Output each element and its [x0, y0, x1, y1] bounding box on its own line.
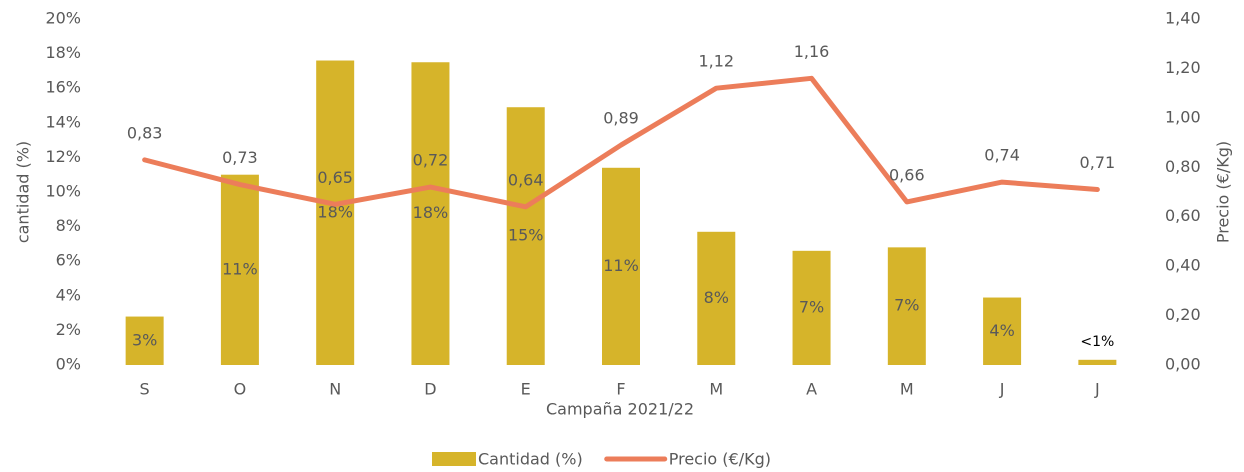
bar-value-label: 4%: [989, 321, 1014, 340]
line-value-label: 0,71: [1080, 153, 1116, 172]
bar-value-label: 3%: [132, 330, 157, 349]
line-value-label: 0,74: [984, 146, 1020, 165]
bar: [887, 247, 926, 365]
line-value-label: 1,12: [698, 52, 734, 71]
bar: [602, 167, 640, 365]
x-tick-label: A: [806, 380, 817, 399]
bar: [125, 316, 164, 365]
bar: [792, 250, 831, 365]
y2-tick-label: 0,60: [1165, 206, 1201, 225]
bar-value-label: 11%: [603, 256, 639, 275]
y-tick-label: 8%: [56, 216, 81, 235]
bar-value-label: <1%: [1080, 334, 1114, 350]
x-tick-label: M: [900, 380, 914, 399]
x-tick-label: O: [234, 380, 247, 399]
legend-swatch: [432, 452, 476, 466]
x-tick-label: D: [424, 380, 436, 399]
y2-axis-label: Precio (€/Kg): [1214, 141, 1233, 243]
bar-value-label: 7%: [894, 296, 919, 315]
line-value-label: 0,66: [889, 165, 925, 184]
bar-value-label: 8%: [704, 288, 729, 307]
bar: [983, 297, 1022, 365]
y2-tick-label: 1,20: [1165, 58, 1201, 77]
y-tick-label: 6%: [56, 251, 81, 270]
bar-value-label: 18%: [317, 202, 353, 221]
bar: [411, 62, 450, 365]
y-axis-label: cantidad (%): [14, 141, 33, 243]
bar-value-label: 7%: [799, 297, 824, 316]
bar: [506, 107, 545, 365]
x-tick-label: N: [329, 380, 341, 399]
line-value-label: 0,72: [413, 151, 449, 170]
line-value-label: 0,89: [603, 109, 639, 128]
y-tick-label: 14%: [45, 112, 81, 131]
x-tick-label: M: [709, 380, 723, 399]
bar-value-label: 11%: [222, 259, 258, 278]
y-tick-label: 18%: [45, 43, 81, 62]
bar: [697, 231, 736, 365]
bar: [220, 174, 259, 365]
line-value-label: 1,16: [794, 42, 830, 61]
y2-tick-label: 0,20: [1165, 305, 1201, 324]
legend-label: Precio (€/Kg): [669, 450, 771, 469]
y-tick-label: 4%: [56, 285, 81, 304]
x-axis-label: Campaña 2021/22: [546, 400, 694, 419]
line-value-label: 0,83: [127, 123, 163, 142]
x-tick-label: J: [999, 380, 1005, 399]
y2-tick-label: 0,80: [1165, 157, 1201, 176]
line-value-label: 0,65: [317, 168, 353, 187]
x-tick-label: S: [140, 380, 150, 399]
y-tick-label: 2%: [56, 320, 81, 339]
y-tick-label: 10%: [45, 182, 81, 201]
y-tick-label: 20%: [45, 9, 81, 28]
y-tick-label: 0%: [56, 355, 81, 374]
legend-label: Cantidad (%): [478, 450, 583, 469]
x-tick-label: F: [616, 380, 625, 399]
y-tick-label: 12%: [45, 147, 81, 166]
line: [142, 75, 1100, 210]
bar: [1078, 359, 1117, 365]
y-tick-label: 16%: [45, 78, 81, 97]
y2-tick-label: 1,00: [1165, 107, 1201, 126]
y2-tick-label: 0,00: [1165, 355, 1201, 374]
bar-value-label: 15%: [508, 226, 544, 245]
x-tick-label: E: [521, 380, 531, 399]
bar-value-label: 18%: [413, 203, 449, 222]
line-value-label: 0,73: [222, 148, 258, 167]
y2-tick-label: 1,40: [1165, 9, 1201, 28]
line-value-label: 0,64: [508, 170, 544, 189]
x-tick-label: J: [1094, 380, 1100, 399]
y2-tick-label: 0,40: [1165, 256, 1201, 275]
bar: [316, 60, 355, 366]
